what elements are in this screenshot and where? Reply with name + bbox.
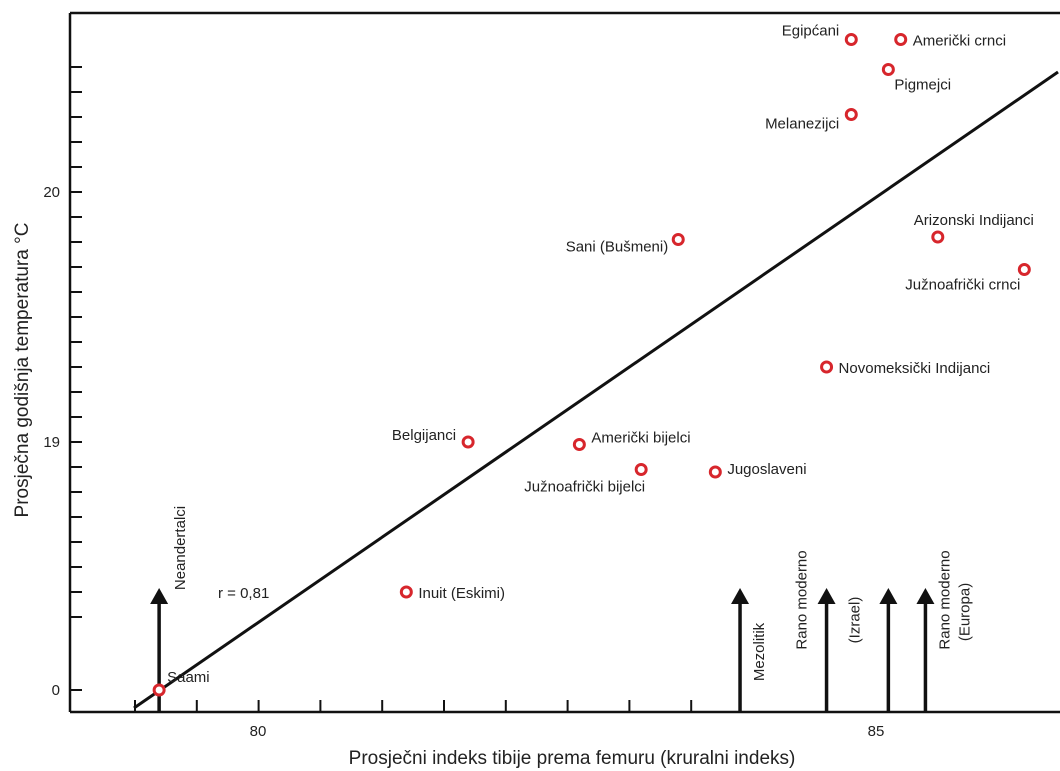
points-group: Saami Inuit (Eskimi) Belgijanci Američki bi…: [152, 23, 1034, 697]
axes-group: [68, 11, 1060, 714]
x-axis-title: Prosječni indeks tibije prema femuru (kr…: [349, 748, 796, 769]
data-point: Egipćani: [782, 23, 858, 46]
point-marker: [894, 33, 908, 46]
regression-group: [133, 70, 1059, 710]
point-label: Jugoslaveni: [727, 461, 806, 478]
arrow-label-2: (Izrael): [847, 597, 864, 644]
point-label: Arizonski Indijanci: [914, 212, 1034, 229]
arrow-label: Mezolitik: [751, 622, 768, 681]
data-point: Belgijanci: [392, 427, 475, 449]
arrow-head: [150, 588, 169, 604]
regression-line: [133, 70, 1059, 710]
point-marker: [844, 33, 858, 46]
arrow-head: [879, 588, 898, 604]
point-label: Egipćani: [782, 23, 840, 40]
point-label: Belgijanci: [392, 427, 456, 444]
point-marker: [572, 438, 586, 451]
point-marker: [671, 233, 685, 246]
point-label: Melanezijci: [765, 116, 839, 133]
point-marker: [1017, 263, 1031, 276]
point-marker: [844, 108, 858, 121]
point-label: Američki crnci: [913, 33, 1006, 50]
point-label: Inuit (Eskimi): [418, 585, 505, 602]
x-tick-label: 85: [868, 723, 885, 740]
point-marker: [152, 683, 166, 697]
correlation-label: r = 0,81: [218, 585, 269, 602]
data-point: Novomeksički Indijanci: [820, 360, 991, 377]
arrow-label: Rano moderno: [794, 550, 811, 649]
era-arrow: Rano moderno (Europa): [916, 550, 973, 712]
arrow-head: [817, 588, 836, 604]
era-arrow: Rano moderno (Izrael): [794, 550, 864, 712]
data-point: Američki bijelci: [572, 430, 691, 451]
era-arrow: [879, 588, 898, 712]
y-axis-title: Prosječna godišnja temperatura °C: [12, 223, 33, 518]
point-label: Američki bijelci: [591, 430, 690, 447]
arrow-label-2: (Europa): [956, 583, 973, 641]
data-point: Južnoafrički crnci: [905, 263, 1031, 294]
data-point: Jugoslaveni: [708, 461, 807, 479]
data-point: Pigmejci: [881, 63, 951, 94]
data-point: Sani (Bušmeni): [566, 233, 685, 256]
point-label: Sani (Bušmeni): [566, 239, 669, 256]
tick-group: 0 19 20 80 85: [43, 66, 885, 740]
arrow-group: Neandertalci Mezolitik Rano moderno (Izrael…: [150, 506, 973, 712]
y-tick-label: 0: [52, 682, 60, 699]
point-label: Južnoafrički crnci: [905, 277, 1020, 294]
point-label: Novomeksički Indijanci: [839, 360, 991, 377]
point-marker: [634, 463, 648, 476]
point-marker: [881, 63, 895, 76]
arrow-head: [731, 588, 750, 604]
point-marker: [820, 360, 834, 374]
y-tick-label: 20: [43, 184, 60, 201]
point-marker: [461, 435, 475, 449]
data-point: Inuit (Eskimi): [399, 585, 505, 602]
y-tick-label: 19: [43, 434, 60, 451]
data-point: Saami: [152, 669, 210, 697]
x-tick-label: 80: [250, 723, 267, 740]
arrow-head: [916, 588, 935, 604]
point-marker: [931, 230, 945, 244]
data-point: Američki crnci: [894, 33, 1006, 50]
point-marker: [399, 585, 413, 599]
arrow-label: Neandertalci: [172, 506, 189, 590]
data-point: Melanezijci: [765, 108, 858, 133]
data-point: Arizonski Indijanci: [914, 212, 1034, 244]
point-marker: [708, 465, 722, 479]
data-point: Južnoafrički bijelci: [524, 463, 648, 496]
arrow-label: Rano moderno: [936, 550, 953, 649]
point-label: Južnoafrički bijelci: [524, 479, 645, 496]
point-label: Saami: [167, 669, 210, 686]
era-arrow: Neandertalci: [150, 506, 189, 712]
point-label: Pigmejci: [894, 77, 951, 94]
era-arrow: Mezolitik: [731, 588, 768, 712]
